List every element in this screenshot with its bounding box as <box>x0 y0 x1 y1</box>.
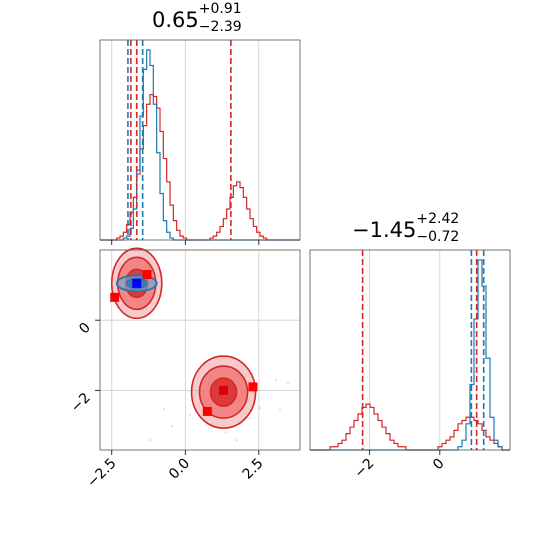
x2-histogram-panel <box>309 249 511 451</box>
x1-title: 0.65 +0.91 −2.39 <box>152 1 242 35</box>
sample-point <box>249 417 251 419</box>
sample-marker <box>132 278 142 288</box>
sample-marker <box>110 292 120 302</box>
x2-histogram-series <box>310 259 510 451</box>
x1-tick-label: 2.5 <box>240 456 267 483</box>
sample-point <box>275 379 277 381</box>
sample-point <box>225 431 227 433</box>
sample-point <box>287 382 289 384</box>
sample-point <box>279 409 281 411</box>
x1-title-upper: +0.91 <box>198 1 242 17</box>
y-tick-label: −2 <box>68 390 94 416</box>
x1-histogram-panel <box>99 39 301 241</box>
x2-title: −1.45 +2.42 −0.72 <box>352 211 460 245</box>
x1-histogram-series <box>100 49 300 241</box>
x1-tick-label: −2.5 <box>84 456 119 491</box>
sample-marker <box>248 382 258 392</box>
sample-marker <box>219 385 229 395</box>
panel-frame <box>99 39 301 241</box>
x1-x2-contour-panel <box>99 247 301 451</box>
sample-marker <box>142 270 152 280</box>
x2-title-upper: +2.42 <box>416 211 460 227</box>
x1-tick-label: 0.0 <box>166 456 193 483</box>
x1-title-lower: −2.39 <box>198 19 242 35</box>
sample-point <box>171 425 173 427</box>
sample-point <box>259 407 261 409</box>
sample-point <box>189 414 191 416</box>
x2-histogram-series <box>310 403 510 451</box>
x1-histogram-series <box>100 93 300 241</box>
x2-title-lower: −0.72 <box>416 229 460 245</box>
panel-frame <box>309 249 511 451</box>
sample-point <box>236 439 238 441</box>
panel-frame <box>99 249 301 451</box>
x2-tick-label: −2 <box>352 456 378 482</box>
sample-point <box>163 408 165 410</box>
sample-point <box>212 423 214 425</box>
x2-tick-label: 0 <box>430 456 448 474</box>
y-tick-label: 0 <box>76 320 94 338</box>
sample-point <box>149 439 151 441</box>
sample-marker <box>202 406 212 416</box>
